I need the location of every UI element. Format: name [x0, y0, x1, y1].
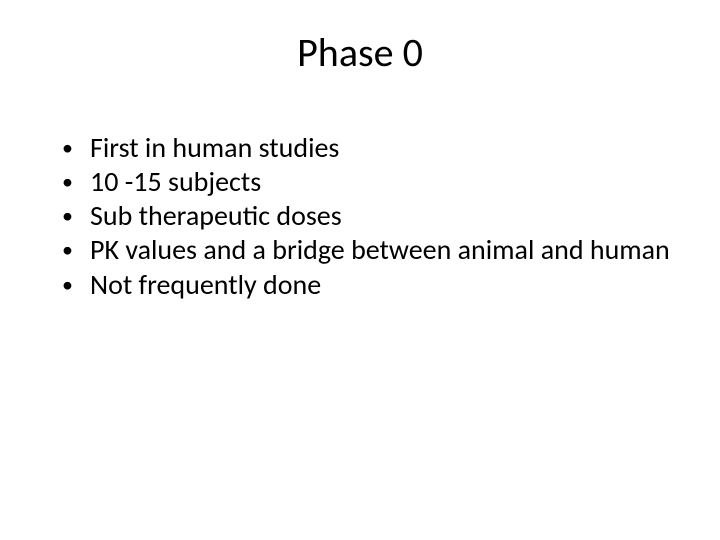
list-item: Not frequently done — [62, 268, 680, 302]
bullet-list: First in human studies 10 -15 subjects S… — [40, 131, 680, 302]
list-item: First in human studies — [62, 131, 680, 165]
list-item: PK values and a bridge between animal an… — [62, 233, 680, 267]
list-item: 10 -15 subjects — [62, 165, 680, 199]
list-item: Sub therapeutic doses — [62, 199, 680, 233]
slide-title: Phase 0 — [40, 28, 680, 77]
